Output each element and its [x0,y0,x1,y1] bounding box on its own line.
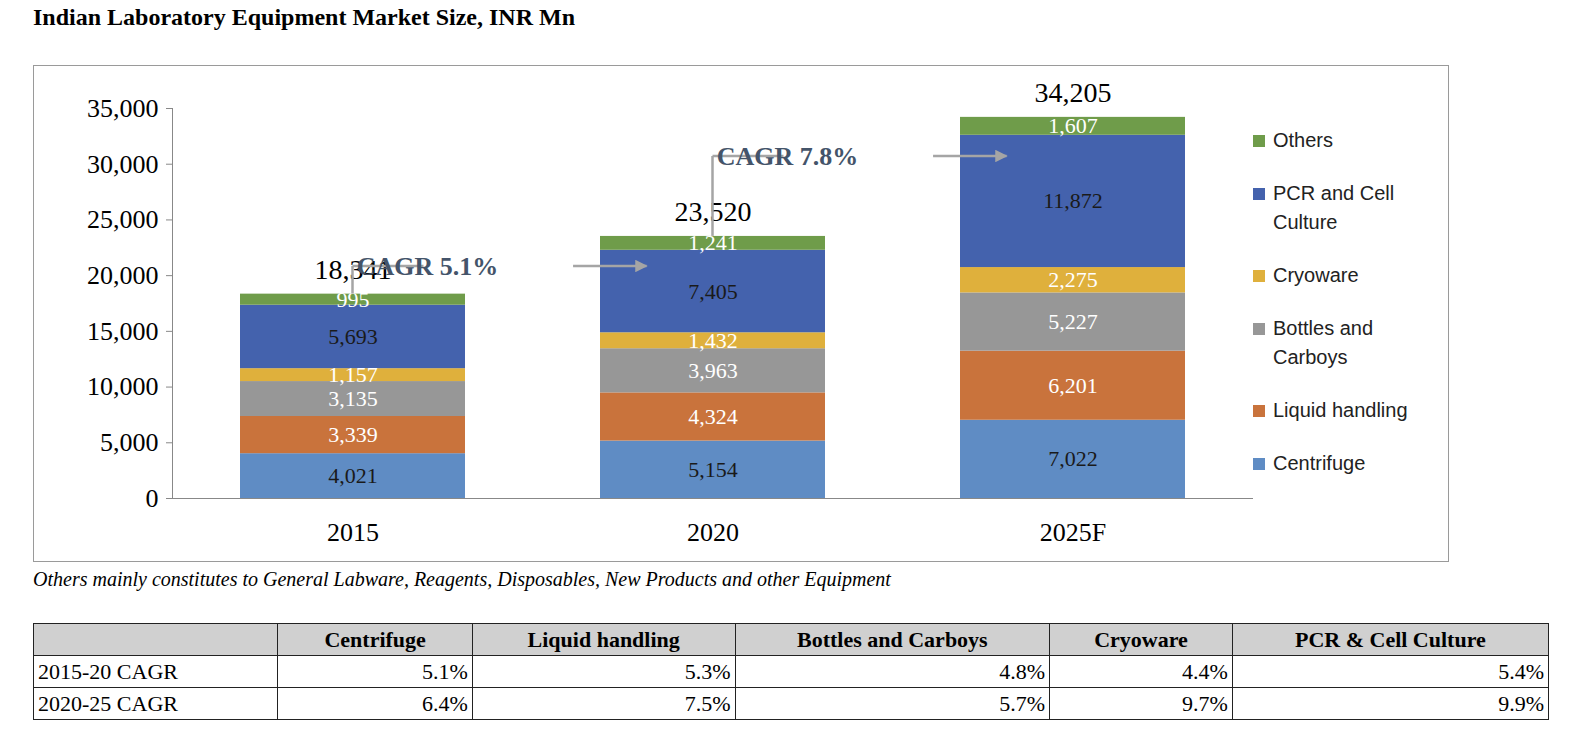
svg-text:5,154: 5,154 [688,457,738,482]
html-text:5.3%: 5.3% [684,658,731,684]
svg-text:7,405: 7,405 [688,279,738,304]
svg-text:0: 0 [146,484,159,513]
html-text:Liquid handling: Liquid handling [1273,399,1408,421]
html-text:Liquid handling: Liquid handling [527,626,680,652]
svg-text:11,872: 11,872 [1043,188,1103,213]
html-text:2015-20 CAGR: 2015-20 CAGR [38,658,178,684]
html-text:PCR & Cell Culture: PCR & Cell Culture [1295,626,1486,652]
html-text:6.4%: 6.4% [422,690,468,716]
html-text:9.9%: 9.9% [1498,690,1544,716]
svg-text:5,000: 5,000 [100,428,159,457]
svg-text:10,000: 10,000 [87,372,159,401]
svg-text:2020: 2020 [687,518,739,547]
svg-text:25,000: 25,000 [87,205,159,234]
svg-text:23,520: 23,520 [674,196,752,228]
html-text:5.1%: 5.1% [422,658,468,684]
html-text:Centrifuge: Centrifuge [1273,452,1366,474]
svg-text:30,000: 30,000 [87,150,159,179]
svg-text:1,607: 1,607 [1048,113,1098,138]
html-text:7.5%: 7.5% [684,690,731,716]
html-text:5.7%: 5.7% [999,690,1046,716]
html-text:Centrifuge: Centrifuge [324,626,426,652]
svg-text:1,432: 1,432 [688,328,738,353]
html-text:5.4%: 5.4% [1498,658,1544,684]
svg-text:15,000: 15,000 [87,317,159,346]
svg-text:34,205: 34,205 [1035,77,1112,108]
html-text:4.4%: 4.4% [1182,658,1228,684]
html-text:Cryoware: Cryoware [1273,264,1359,286]
svg-text:35,000: 35,000 [87,94,159,123]
svg-text:4,324: 4,324 [688,404,738,429]
svg-text:6,201: 6,201 [1048,373,1098,398]
html-text:9.7%: 9.7% [1182,690,1228,716]
html-text:Bottles and Carboys: Bottles and Carboys [797,626,988,652]
html-text:4.8%: 4.8% [999,658,1046,684]
html-text:Others mainly constitutes to G: Others mainly constitutes to General Lab… [33,568,891,590]
svg-text:3,135: 3,135 [328,386,378,411]
svg-text:CAGR 5.1%: CAGR 5.1% [357,252,499,281]
svg-text:2025F: 2025F [1040,518,1106,547]
html-text:Bottles and Carboys: Bottles and Carboys [1273,317,1374,368]
svg-text:4,021: 4,021 [328,463,378,488]
html-text:PCR and Cell Culture: PCR and Cell Culture [1273,182,1395,233]
html-text:Others: Others [1273,129,1333,151]
svg-text:5,227: 5,227 [1048,309,1098,334]
svg-text:CAGR 7.8%: CAGR 7.8% [717,142,859,171]
svg-text:3,963: 3,963 [688,358,738,383]
svg-text:5,693: 5,693 [328,324,378,349]
svg-text:1,241: 1,241 [688,230,738,256]
svg-text:2015: 2015 [327,518,379,547]
html-text:2020-25 CAGR: 2020-25 CAGR [38,690,178,716]
svg-text:2,275: 2,275 [1048,267,1098,292]
html-text:Indian Laboratory Equipment Ma: Indian Laboratory Equipment Market Size,… [33,4,575,30]
svg-text:20,000: 20,000 [87,261,159,290]
svg-text:7,022: 7,022 [1048,446,1098,471]
svg-text:3,339: 3,339 [328,422,378,447]
html-text:Cryoware: Cryoware [1094,626,1188,652]
svg-text:995: 995 [336,286,370,312]
svg-text:1,157: 1,157 [328,362,378,387]
